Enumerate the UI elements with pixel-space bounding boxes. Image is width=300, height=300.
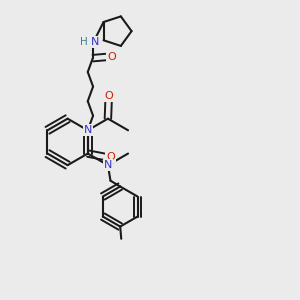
- Text: O: O: [104, 91, 113, 101]
- Text: O: O: [106, 152, 115, 162]
- Text: O: O: [107, 52, 116, 62]
- Text: N: N: [84, 125, 92, 135]
- Text: N: N: [104, 160, 112, 170]
- Text: H: H: [80, 37, 88, 47]
- Text: N: N: [91, 37, 99, 47]
